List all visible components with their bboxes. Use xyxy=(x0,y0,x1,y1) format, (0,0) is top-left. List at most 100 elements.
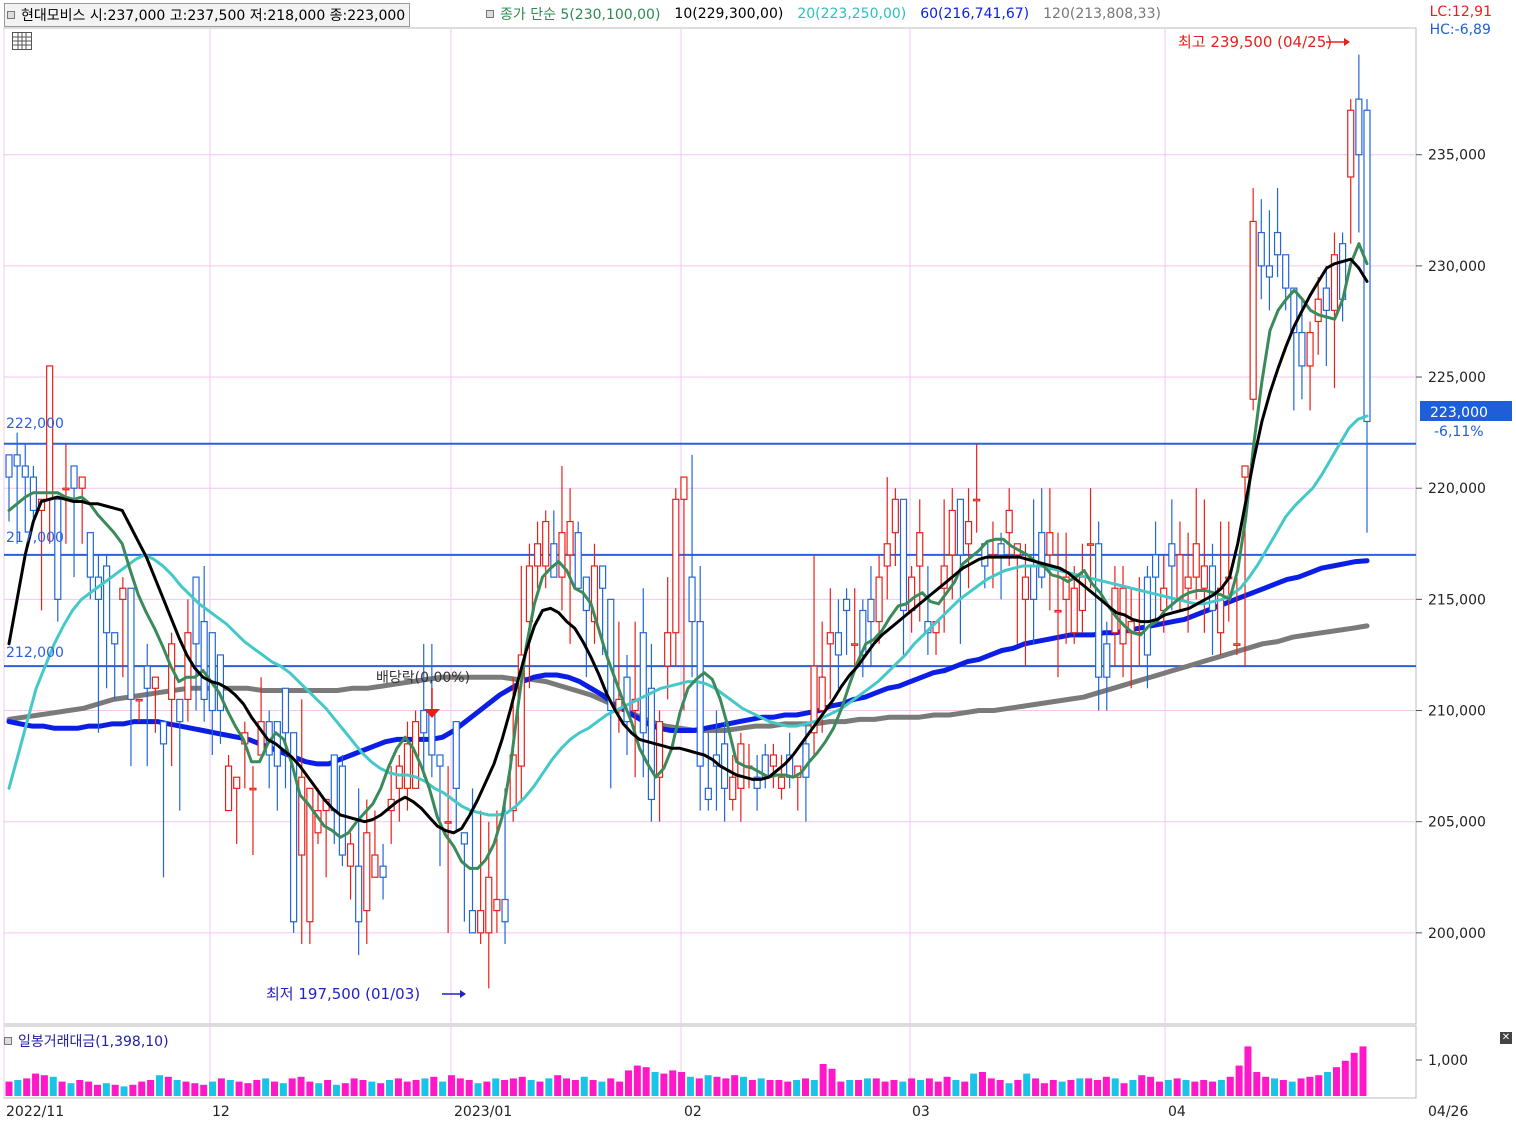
x-tick-label: 2023/01 xyxy=(454,1104,512,1120)
candle-body xyxy=(1273,231,1282,256)
volume-bar xyxy=(1164,1080,1172,1096)
volume-bar xyxy=(934,1081,942,1096)
volume-bar xyxy=(129,1084,137,1096)
close-icon[interactable]: ✕ xyxy=(1500,1032,1512,1044)
candle-body xyxy=(916,532,924,567)
volume-bar xyxy=(217,1078,225,1096)
ma60-legend[interactable]: 60(216,741,67) xyxy=(920,6,1030,22)
high-annotation: 최고 239,500 (04/25) xyxy=(1178,33,1332,51)
ma10-polyline xyxy=(7,257,1369,835)
volume-bar xyxy=(76,1080,84,1096)
candle-body xyxy=(363,832,371,912)
volume-bar xyxy=(686,1076,694,1096)
volume-bar xyxy=(270,1081,278,1096)
ma5-legend[interactable]: 종가 단순 5(230,100,00) xyxy=(500,7,661,23)
volume-bar xyxy=(501,1080,509,1096)
volume-bar xyxy=(155,1075,163,1096)
volume-bar xyxy=(961,1081,969,1096)
volume-bar xyxy=(1023,1073,1031,1096)
volume-bar xyxy=(483,1081,491,1096)
ma10-line xyxy=(7,257,1369,835)
candle-body xyxy=(460,832,468,845)
candle-body xyxy=(403,743,412,789)
candle-body xyxy=(54,498,62,600)
candle-body xyxy=(176,698,184,723)
candle-body xyxy=(501,898,509,923)
volume-bar xyxy=(607,1078,615,1096)
high-arrow-icon xyxy=(1344,38,1350,46)
y-tick-label: 215,000 xyxy=(1428,592,1486,608)
candle-body xyxy=(5,454,13,478)
volume-tick-label: 1,000 xyxy=(1428,1053,1468,1069)
volume-bar xyxy=(757,1078,765,1096)
candle-body xyxy=(1160,587,1168,612)
stock-info-box: 현대모비스 시:237,000 고:237,500 저:218,000 종:22… xyxy=(4,3,411,27)
volume-bar xyxy=(1182,1080,1190,1096)
candle-body xyxy=(550,543,558,578)
volume-bar xyxy=(200,1084,208,1096)
volume-bar xyxy=(837,1081,845,1096)
candle-body xyxy=(1200,565,1208,589)
ma20-polyline xyxy=(7,414,1369,817)
price-axis: 235,000 230,000 225,000 220,000 215,000 210,0… xyxy=(1416,148,1486,1069)
candle-body xyxy=(192,576,200,645)
candle-body xyxy=(1176,554,1184,600)
volume-bar xyxy=(191,1083,199,1096)
ma5-line xyxy=(7,242,1369,870)
candle-body xyxy=(607,598,615,712)
volume-bar xyxy=(704,1075,712,1096)
candle-body xyxy=(102,565,111,634)
candle-body xyxy=(355,865,363,923)
volume-bar xyxy=(713,1076,721,1096)
volume-bar xyxy=(1341,1060,1349,1096)
volume-bar xyxy=(642,1067,650,1096)
volume-bar xyxy=(350,1078,358,1096)
candle-body xyxy=(1184,576,1192,589)
candle-body xyxy=(1322,287,1330,311)
volume-bar xyxy=(439,1081,447,1096)
candle-body xyxy=(525,565,534,623)
candle-body xyxy=(533,543,542,567)
volume-bar xyxy=(846,1080,854,1096)
volume-bar xyxy=(678,1072,686,1096)
volume-bar xyxy=(1200,1080,1208,1096)
volume-bar xyxy=(819,1064,827,1096)
volume-bar xyxy=(164,1076,172,1096)
volume-bar xyxy=(474,1083,482,1096)
y-tick-label: 205,000 xyxy=(1428,815,1486,831)
candle-body xyxy=(306,787,314,923)
candle-body xyxy=(777,776,786,789)
current-price-label: 223,000 xyxy=(1430,405,1488,421)
volume-bar xyxy=(1173,1078,1181,1096)
y-tick-label: 235,000 xyxy=(1428,148,1486,164)
candle-body xyxy=(1314,298,1322,323)
candle-body xyxy=(1257,231,1265,267)
volume-bar xyxy=(855,1080,863,1096)
candle-body xyxy=(1355,98,1363,156)
volume-bar xyxy=(377,1083,385,1096)
volume-bar xyxy=(182,1081,190,1096)
candle-body xyxy=(436,754,444,767)
candle-body xyxy=(127,587,135,701)
candle-body xyxy=(1306,331,1314,367)
candle-body xyxy=(1249,220,1257,400)
ma20-legend[interactable]: 20(223,250,00) xyxy=(797,6,907,22)
volume-bar xyxy=(1147,1076,1155,1096)
candle-body xyxy=(200,620,208,701)
ma20-line xyxy=(7,414,1369,817)
candle-body xyxy=(1046,532,1054,556)
volume-bar xyxy=(421,1078,429,1096)
candle-body xyxy=(143,665,151,689)
ma120-legend[interactable]: 120(213,808,33) xyxy=(1043,6,1161,22)
table-view-icon[interactable] xyxy=(12,32,32,50)
volume-bar xyxy=(412,1080,420,1096)
candle-body xyxy=(1151,554,1160,578)
volume-bar xyxy=(315,1083,323,1096)
ma10-legend[interactable]: 10(229,300,00) xyxy=(674,6,784,22)
candle-body xyxy=(1054,609,1062,613)
candle-body xyxy=(1192,543,1200,578)
candle-body xyxy=(1347,109,1355,178)
candle-body xyxy=(802,743,810,778)
candle-body xyxy=(1070,587,1078,634)
